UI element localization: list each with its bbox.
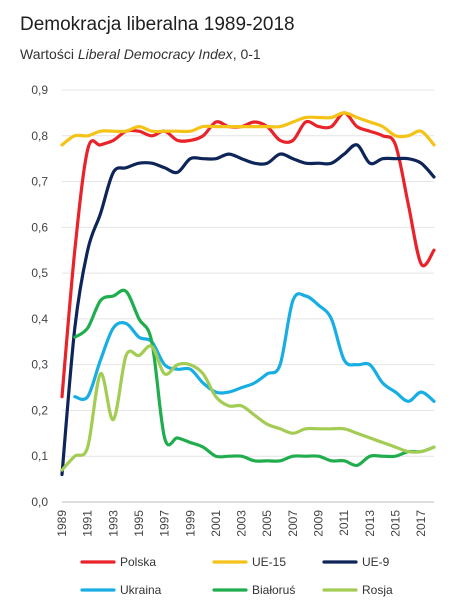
x-tick-label: 1989 [55,510,69,537]
legend-label: UE-15 [252,555,286,569]
series-line [60,143,436,477]
y-tick-label: 0,7 [31,175,48,189]
legend-label: Rosja [362,583,393,597]
series-line [73,292,436,403]
x-axis-ticks: 1989 1991 1993 1995 1997 1999 2001 2003 2005 2007… [55,510,428,537]
series-line [60,111,436,147]
x-tick-label: 2009 [312,510,326,537]
y-tick-label: 0,4 [31,312,48,326]
x-tick-label: 2001 [209,510,223,537]
chart-subtitle: Wartości Liberal Democracy Index, 0-1 [20,46,261,62]
y-tick-label: 0,6 [31,220,48,234]
y-tick-label: 0,3 [31,358,48,372]
x-tick-label: 1997 [158,510,172,537]
x-tick-label: 1999 [183,510,197,537]
y-tick-label: 0,9 [31,83,48,97]
legend-label: Ukraina [120,583,162,597]
legend-label: UE-9 [362,555,390,569]
series-line [60,111,436,399]
x-tick-label: 2005 [260,510,274,537]
legend-label: Polska [120,555,156,569]
x-tick-label: 2003 [235,510,249,537]
x-tick-label: 2007 [286,510,300,537]
x-tick-label: 2013 [363,510,377,537]
subtitle-index-name: Liberal Democracy Index [77,46,233,62]
y-tick-label: 0,8 [31,129,48,143]
x-tick-label: 2015 [389,510,403,537]
legend-label: Białoruś [252,583,295,597]
x-tick-label: 2017 [414,510,428,537]
legend: Polska UE-15 UE-9 Ukraina Białoruś Rosja [80,555,393,597]
x-tick-label: 1993 [106,510,120,537]
y-tick-label: 0,5 [31,266,48,280]
y-tick-label: 0,1 [31,449,48,463]
y-axis-ticks: 0,0 0,1 0,2 0,3 0,4 0,5 0,6 0,7 0,8 0,9 [31,83,48,509]
chart-title: Demokracja liberalna 1989-2018 [20,14,295,35]
series-line [73,288,436,468]
y-tick-label: 0,2 [31,403,48,417]
series-line [60,344,436,472]
y-tick-label: 0,0 [31,495,48,509]
x-tick-label: 2011 [337,510,351,536]
x-tick-label: 1995 [132,510,146,537]
x-tick-label: 1991 [81,510,95,537]
series-lines [60,111,436,477]
subtitle-suffix: , 0-1 [232,46,261,62]
subtitle-prefix: Wartości [20,46,78,62]
